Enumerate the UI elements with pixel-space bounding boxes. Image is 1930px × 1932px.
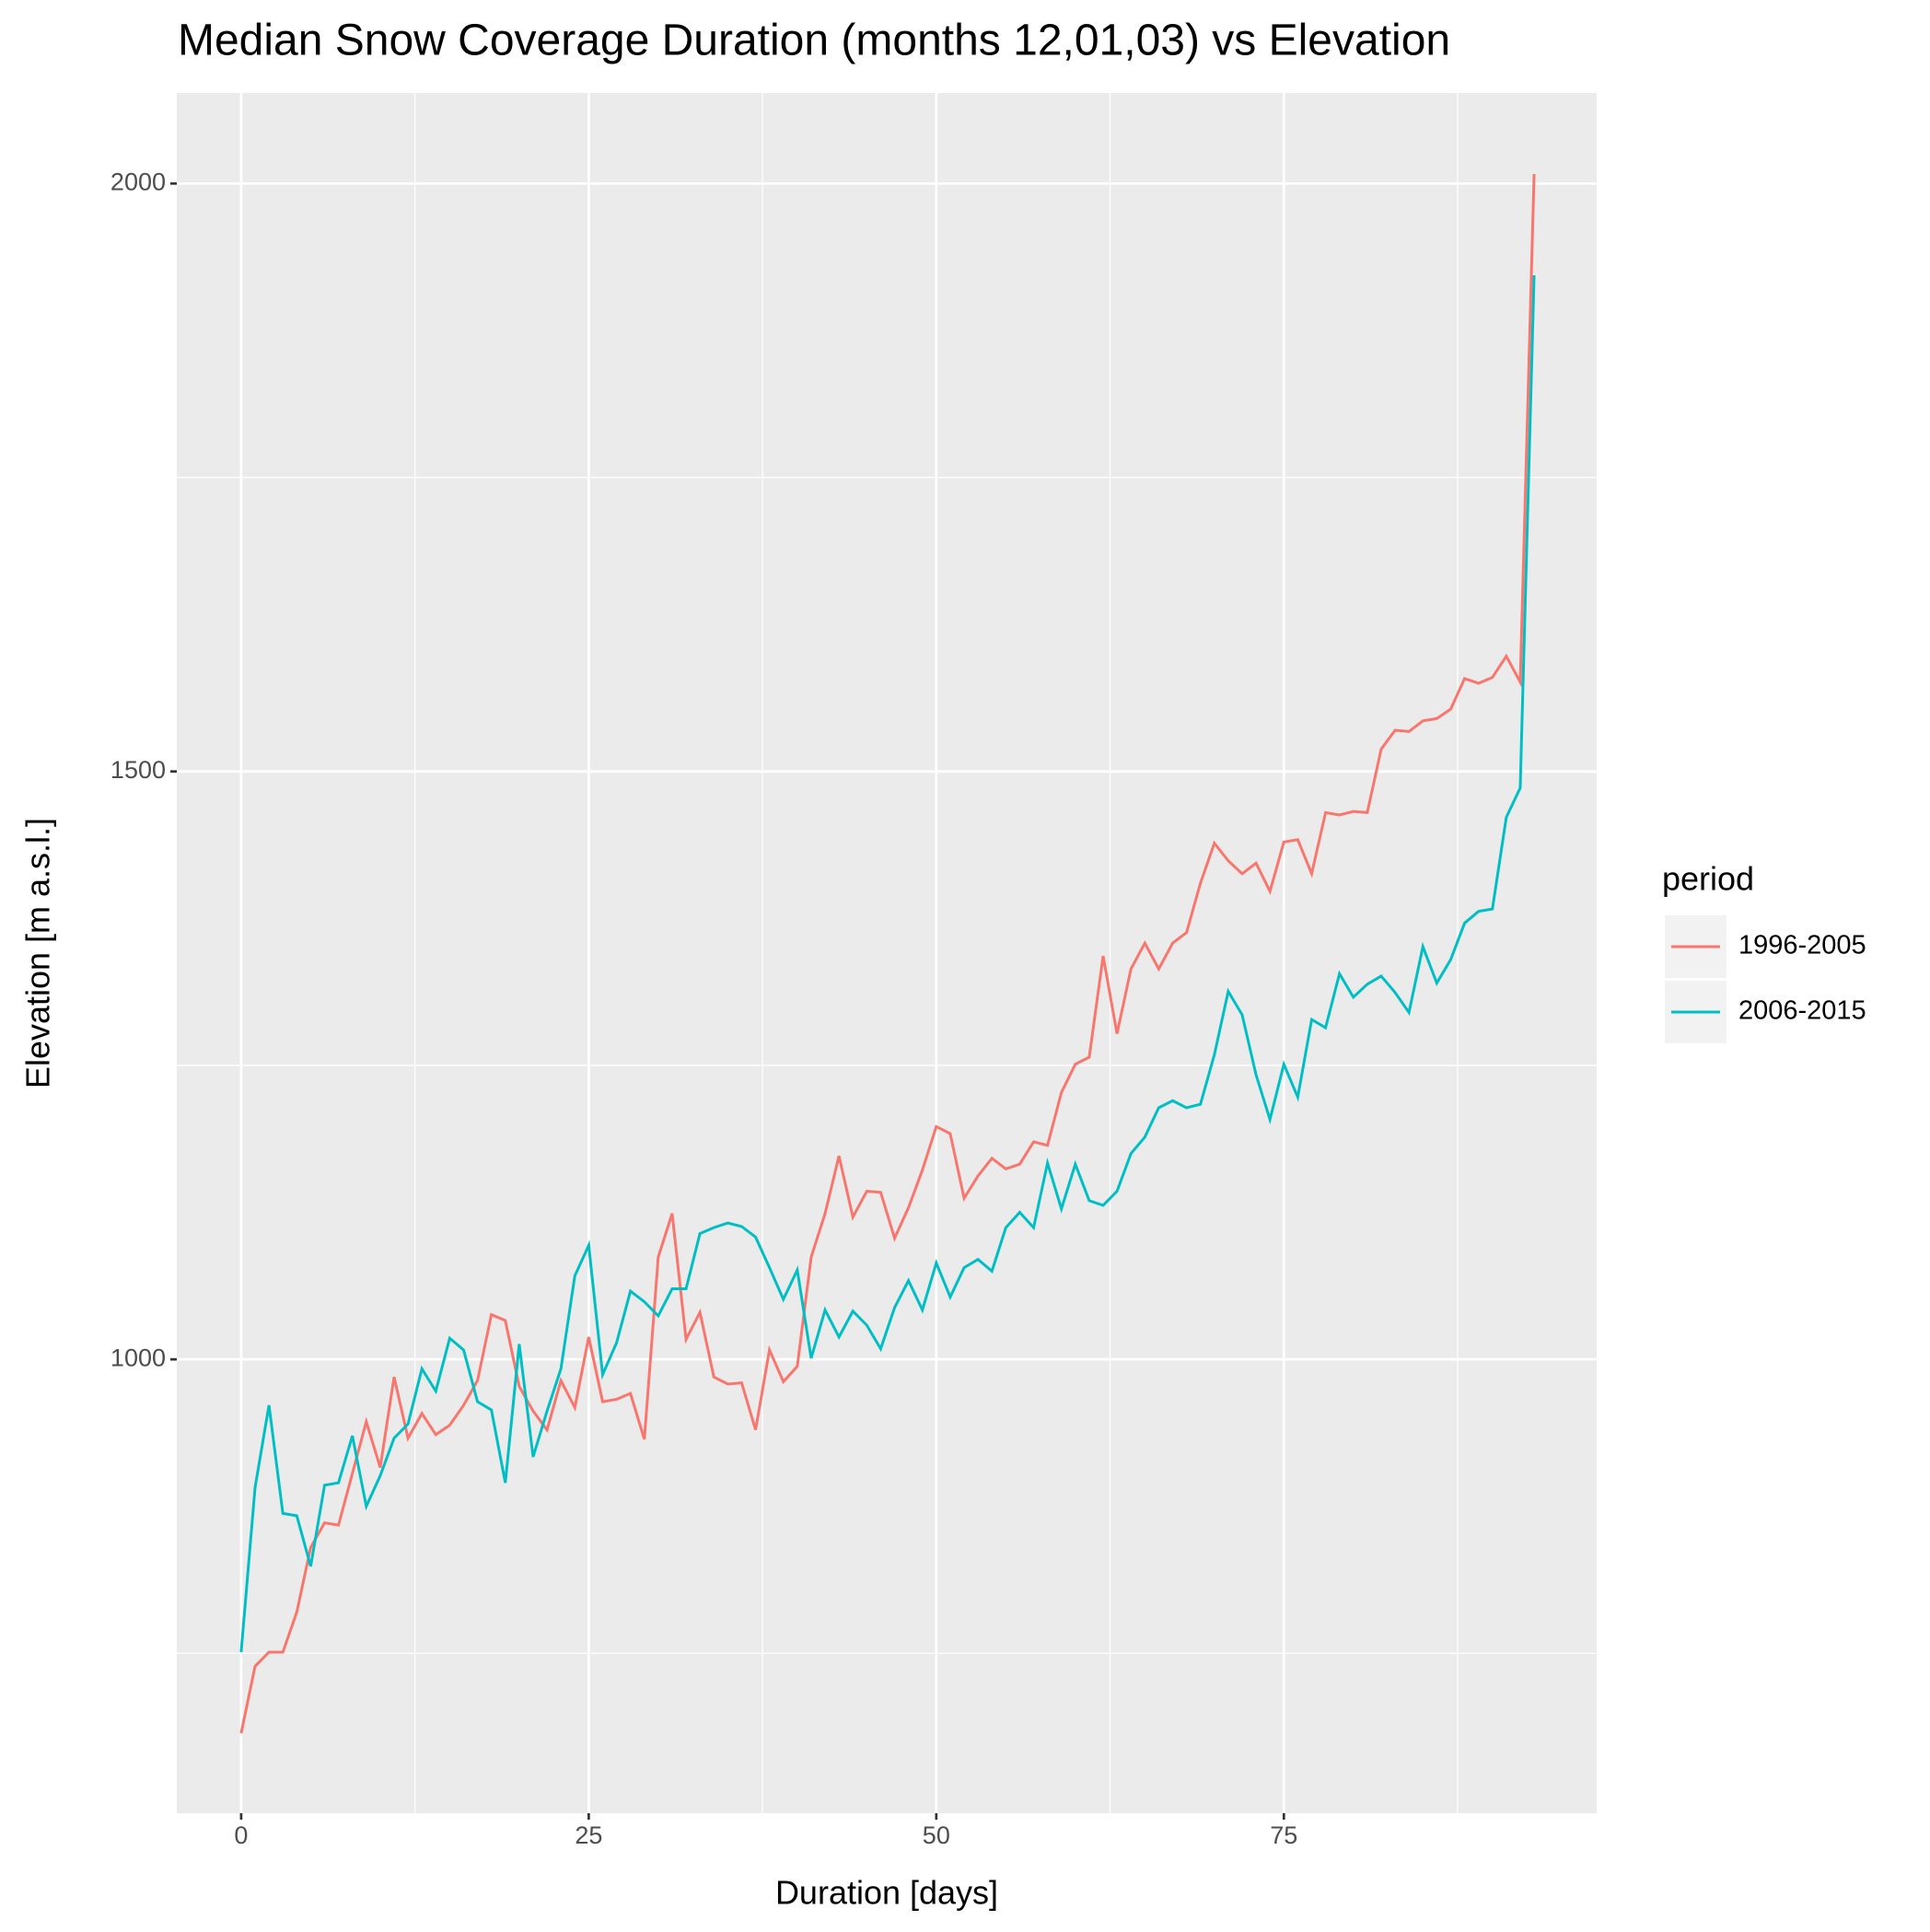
x-tick-label: 25: [575, 1821, 602, 1849]
y-axis-title: Elevation [m a.s.l.]: [19, 818, 57, 1088]
legend-label: 1996-2005: [1738, 931, 1866, 960]
x-axis-title: Duration [days]: [775, 1874, 998, 1912]
legend-label: 2006-2015: [1738, 996, 1866, 1026]
y-tick-label: 2000: [110, 168, 166, 195]
data-line: [239, 174, 1536, 1734]
x-tick-label: 75: [1270, 1821, 1297, 1849]
x-tick-label: 50: [923, 1821, 950, 1849]
y-tick-label: 1000: [110, 1344, 166, 1371]
x-tick-label: 0: [234, 1821, 248, 1849]
y-tick-label: 1500: [110, 756, 166, 784]
chart-title: Median Snow Coverage Duration (months 12…: [178, 17, 1450, 65]
panel: [177, 93, 1597, 1813]
data-line: [239, 274, 1536, 1653]
legend-title: period: [1662, 860, 1754, 898]
